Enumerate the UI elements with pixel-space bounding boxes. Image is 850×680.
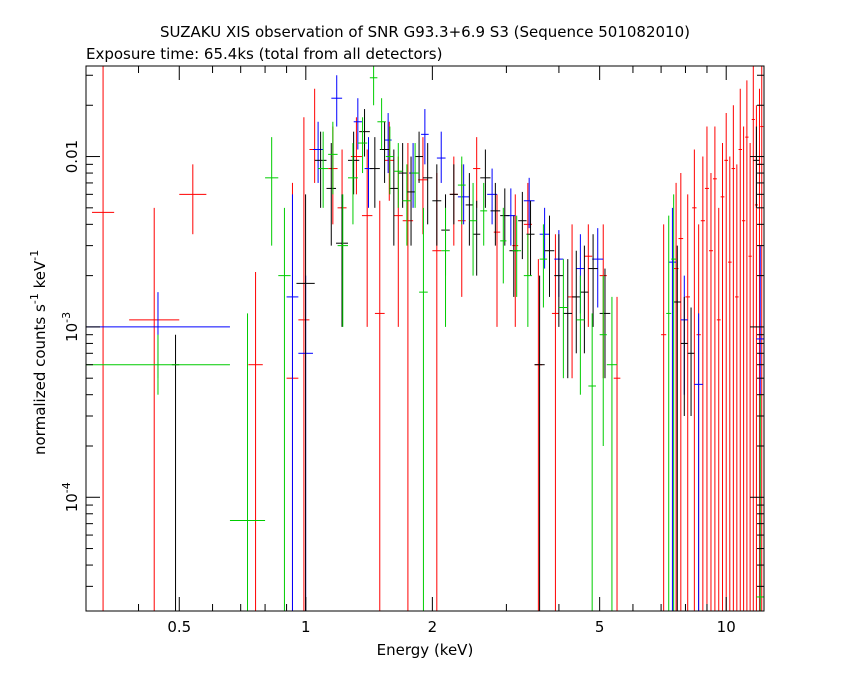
y-tick-label: 10-3 [60, 312, 81, 342]
x-tick-label: 2 [428, 618, 438, 636]
chart-title: SUZAKU XIS observation of SNR G93.3+6.9 … [160, 23, 690, 41]
x-tick-label: 10 [717, 618, 736, 636]
series-2 [171, 109, 760, 611]
series-3 [86, 66, 764, 611]
y-axis-label-sup: -1 [28, 250, 41, 261]
ticks-layer [85, 66, 764, 611]
x-tick-label: 5 [595, 618, 605, 636]
y-tick-label-group: 10-4 [60, 482, 81, 512]
series-0 [91, 66, 764, 611]
y-axis-label-part: normalized counts s [31, 304, 49, 455]
y-axis-label-sup: -1 [28, 293, 41, 304]
y-tick-label-base: 10 [63, 493, 81, 512]
y-tick-label-group: 10-3 [60, 312, 81, 342]
y-axis-label-part: keV [31, 260, 49, 293]
y-tick-label-group: 0.01 [63, 140, 81, 173]
y-tick-label-base: 10 [63, 323, 81, 342]
y-tick-label-exp: -4 [60, 482, 73, 493]
series-layer [86, 66, 764, 611]
series-1 [86, 75, 764, 611]
chart-subtitle: Exposure time: 65.4ks (total from all de… [86, 45, 442, 63]
y-tick-label-exp: -3 [60, 312, 73, 323]
x-axis-label: Energy (keV) [377, 641, 474, 659]
y-tick-label: 10-4 [60, 482, 81, 512]
x-tick-label: 1 [301, 618, 311, 636]
y-axis-label: normalized counts s-1 keV-1 [28, 250, 49, 455]
x-tick-label: 0.5 [167, 618, 191, 636]
y-tick-label: 0.01 [63, 140, 81, 173]
plot-frame [85, 65, 765, 612]
